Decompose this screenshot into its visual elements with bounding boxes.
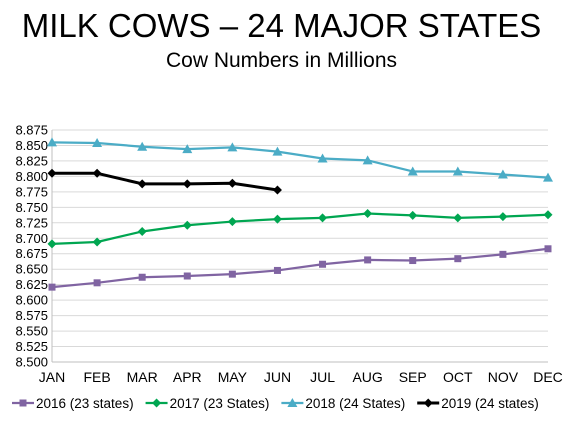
legend-label: 2016 (23 states) (36, 396, 134, 411)
y-tick-label: 8.850 (15, 138, 48, 153)
y-tick-label: 8.500 (15, 355, 48, 370)
data-point (319, 260, 327, 268)
x-tick-label: MAY (218, 369, 248, 385)
data-point (362, 155, 373, 165)
x-tick-label: JUN (264, 369, 291, 385)
y-tick-label: 8.675 (15, 246, 48, 261)
y-tick-label: 8.625 (15, 277, 48, 292)
legend-marker (287, 398, 298, 407)
series-line-1 (51, 247, 549, 289)
series-line-2 (51, 212, 549, 245)
data-point (272, 214, 282, 224)
data-point (182, 144, 193, 154)
y-tick-label: 8.875 (15, 123, 48, 138)
data-point (182, 179, 192, 189)
legend-label: 2019 (24 states) (441, 396, 539, 411)
y-tick-label: 8.725 (15, 215, 48, 230)
data-point (183, 272, 191, 280)
x-tick-label: APR (173, 369, 202, 385)
data-point (138, 273, 146, 281)
data-point (407, 166, 418, 176)
data-point (137, 226, 147, 236)
y-tick-label: 8.650 (15, 262, 48, 277)
x-tick-label: JAN (39, 369, 65, 385)
data-point (454, 255, 462, 263)
data-point (92, 168, 102, 178)
x-tick-label: FEB (83, 369, 110, 385)
x-tick-label: AUG (352, 369, 382, 385)
title-block: MILK COWS – 24 MAJOR STATES Cow Numbers … (0, 6, 563, 74)
data-point (499, 250, 507, 258)
series-line-4 (52, 171, 278, 192)
data-point (544, 245, 552, 253)
legend-label: 2018 (24 States) (305, 396, 405, 411)
series-line-3 (51, 141, 549, 179)
data-point (497, 169, 508, 179)
data-point (409, 257, 417, 265)
data-point (318, 213, 328, 223)
legend-label: 2017 (23 States) (170, 396, 270, 411)
legend-marker (423, 398, 433, 408)
data-point (227, 142, 238, 152)
data-point (408, 210, 418, 220)
legend-marker (152, 398, 162, 408)
y-tick-label: 8.775 (15, 184, 48, 199)
legend-marker (19, 399, 27, 407)
data-point (227, 178, 237, 188)
data-point (272, 146, 283, 156)
data-point (137, 141, 148, 151)
chart-subtitle: Cow Numbers in Millions (165, 49, 398, 72)
x-tick-label: NOV (488, 369, 519, 385)
data-point (228, 270, 236, 278)
data-point (47, 137, 57, 147)
data-point (182, 220, 192, 230)
data-point (363, 209, 373, 219)
data-point (137, 179, 147, 189)
data-point (543, 210, 553, 220)
x-tick-label: DEC (533, 369, 563, 385)
data-point (498, 212, 508, 222)
y-tick-label: 8.550 (15, 324, 48, 339)
data-point (317, 153, 328, 163)
data-point (452, 166, 463, 176)
y-tick-label: 8.575 (15, 308, 48, 323)
y-tick-label: 8.700 (15, 231, 48, 246)
data-point (272, 185, 282, 195)
data-point (227, 217, 237, 227)
data-point (47, 239, 57, 249)
y-tick-label: 8.600 (15, 293, 48, 308)
y-tick-label: 8.750 (15, 200, 48, 215)
data-point (453, 213, 463, 223)
data-point (543, 172, 553, 182)
y-tick-label: 8.525 (15, 339, 48, 354)
data-point (93, 279, 101, 287)
data-point (364, 256, 372, 264)
data-point (92, 137, 103, 147)
data-point (47, 168, 57, 178)
data-point (48, 283, 56, 291)
x-tick-label: JUL (310, 369, 335, 385)
x-tick-label: MAR (127, 369, 158, 385)
y-tick-label: 8.825 (15, 153, 48, 168)
x-tick-label: OCT (443, 369, 473, 385)
x-tick-label: SEP (399, 369, 427, 385)
chart-title: MILK COWS – 24 MAJOR STATES (21, 7, 542, 44)
data-point (92, 237, 102, 247)
data-point (273, 266, 281, 274)
y-tick-label: 8.800 (15, 169, 48, 184)
